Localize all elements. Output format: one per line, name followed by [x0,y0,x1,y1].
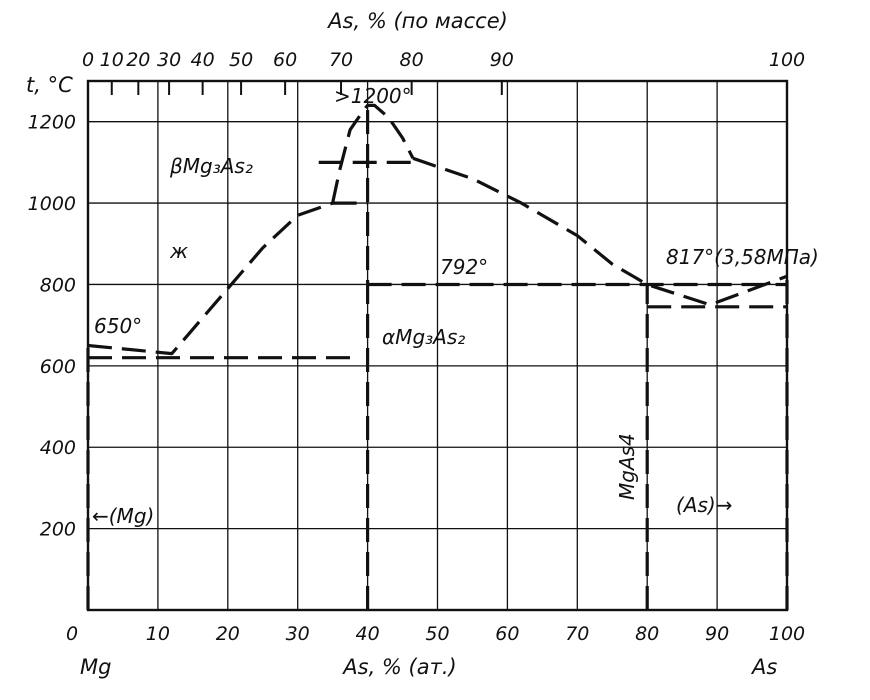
x-tick-label-5: 50 [425,623,449,645]
x-tick-label-1: 10 [146,623,170,645]
phase-line-1 [331,103,415,204]
x-tick-label-6: 60 [495,623,519,645]
y-tick-label-3: 800 [40,274,76,296]
top-tick-label-7: 70 [329,49,353,71]
y-tick-label-0: 200 [40,519,76,541]
phase-curves [86,103,789,610]
bottom-axis-title: As, % (ат.) [341,655,456,679]
top-tick-label-8: 80 [400,49,424,71]
y-tick-label-5: 1200 [28,112,76,134]
x-tick-label-7: 70 [565,623,589,645]
top-tick-label-5: 50 [229,49,253,71]
top-tick-label-4: 40 [191,49,215,71]
max-point-label: >1200° [334,84,412,108]
y-tick-label-1: 400 [40,437,76,459]
x-tick-label-10: 100 [769,623,805,645]
x-tick-label-4: 40 [356,623,380,645]
x-tick-label-9: 90 [705,623,729,645]
top-axis-title: As, % (по массе) [326,9,508,33]
top-tick-label-6: 60 [273,49,297,71]
beta-phase-label: βMg₃As₂ [169,154,253,178]
mg-melting-label: 650° [94,314,142,338]
phase-line-0 [87,201,334,356]
y-axis-title: t, °C [26,73,73,97]
left-element-label: Mg [80,655,111,679]
as-solid-label: (As)→ [676,493,732,517]
y-tick-label-2: 600 [40,356,76,378]
mg-solid-label: ←(Mg) [92,504,154,528]
x-tick-label-0: 0 [66,623,78,645]
x-tick-label-2: 20 [216,623,240,645]
top-tick-label-3: 30 [157,49,181,71]
axis-labels: 0 10 20 30 40 50 60 70 80 90 100 200 400 600 800 1000 12… [28,112,805,645]
top-axis-ticks: 0 10 20 30 40 50 60 70 80 90 100 [82,49,805,95]
y-tick-label-4: 1000 [28,193,76,215]
top-tick-label-2: 20 [126,49,150,71]
top-tick-label-10: 100 [769,49,805,71]
top-tick-label-0: 0 [82,49,94,71]
top-tick-label-1: 10 [100,49,124,71]
x-tick-label-8: 80 [635,623,659,645]
mgas4-label: MgAs4 [615,433,639,500]
alpha-phase-label: αMg₃As₂ [382,325,465,349]
as-point-label: 817°(3,58МПа) [666,245,819,269]
right-element-label: As [750,655,777,679]
eutectic-792-label: 792° [440,255,488,279]
phase-line-2 [412,156,788,307]
x-tick-label-3: 30 [286,623,310,645]
top-tick-label-9: 90 [490,49,514,71]
liquid-label: ж [169,239,188,263]
